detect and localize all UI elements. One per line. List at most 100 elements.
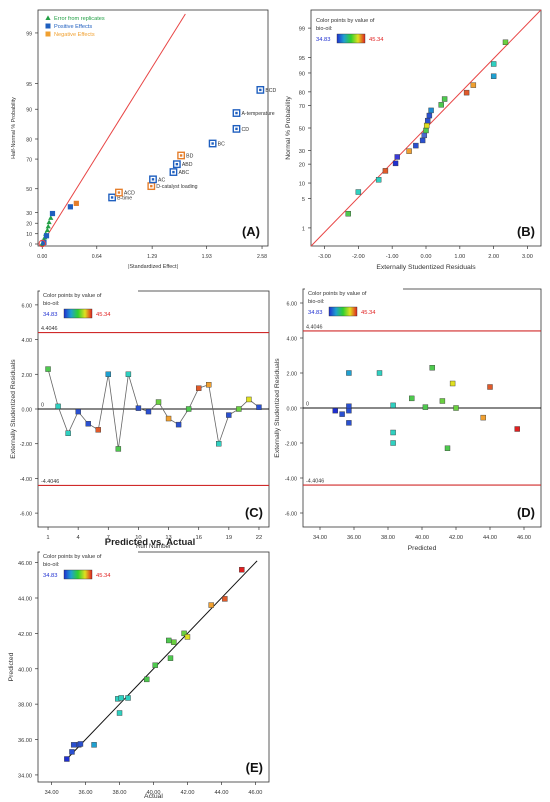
panel-a-y-tick-label: 70 — [26, 158, 32, 164]
panel-d-panel-label: (D) — [517, 505, 535, 520]
panel-c: 1 4 7 10 13 16 19 22 -6.00 -4.00 -2.00 0.00 2.00 4.00… — [10, 289, 270, 550]
panel-d-x-tick-label: 46.00 — [517, 535, 531, 541]
panel-d-colorbar-gradient — [328, 306, 358, 317]
panel-e-point — [222, 596, 228, 602]
panel-a-point-label: D-catalyst loading — [156, 184, 197, 190]
panel-a-point-positive — [43, 233, 50, 239]
panel-a-point-error — [46, 219, 52, 225]
panel-e-point — [239, 566, 245, 573]
panel-a-legend-marker — [45, 23, 51, 29]
panel-c-point — [105, 371, 112, 377]
panel-a-point-core — [110, 196, 114, 199]
panel-b-panel-label: (B) — [517, 224, 535, 239]
panel-c-point — [175, 421, 182, 428]
panel-b-point — [423, 127, 429, 134]
panel-e-colorbar-gradient — [63, 569, 93, 580]
panel-b-y-tick-label: 1 — [302, 226, 305, 232]
panel-c-x-tick-label: 13 — [165, 535, 171, 541]
panel-a-point-core — [117, 191, 121, 194]
panel-b-y-tick-label: 95 — [299, 56, 305, 62]
panel-d-point — [339, 411, 345, 417]
panel-d-point — [422, 404, 429, 410]
panel-c-x-tick-label: 22 — [256, 535, 262, 541]
panel-d-colorbar-min: 34.83 — [308, 310, 323, 316]
panel-d-point — [439, 398, 446, 404]
panel-c-y-tick-label: 6.00 — [22, 303, 33, 309]
panel-a-legend-label: Error from replicates — [54, 16, 105, 22]
panel-e-point — [70, 742, 77, 748]
panel-e-x-axis-label: Actual — [144, 793, 163, 800]
panel-c-y-tick-label: -6.00 — [20, 512, 32, 518]
panel-a-point-label: AC — [158, 177, 165, 183]
panel-a-point-core — [175, 162, 179, 166]
panel-e-point — [171, 639, 177, 645]
panel-a-point-label: BC — [218, 142, 225, 148]
panel-e-point — [184, 634, 191, 640]
panel-a-point-core — [235, 111, 238, 115]
panel-b-point — [463, 89, 470, 96]
panel-b-point — [423, 122, 430, 129]
panel-a-legend-marker — [45, 31, 51, 37]
panel-e-point — [125, 695, 131, 701]
panel-c-colorbar-subtitle: bio-oil: — [43, 301, 60, 307]
panel-b-y-tick-label: 30 — [299, 149, 305, 155]
panel-e-point — [167, 655, 174, 661]
panel-e-title: Predicted vs. Actual — [105, 537, 195, 548]
panel-e-colorbar-min: 34.83 — [43, 573, 58, 579]
panel-e-y-axis-label: Predicted — [8, 652, 15, 681]
panel-d-y-tick-label: -6.00 — [285, 512, 297, 518]
panel-b-y-tick-label: 70 — [299, 104, 305, 110]
panel-c-reference-label: -4.4046 — [41, 479, 59, 485]
panel-c-colorbar-max: 45.34 — [96, 312, 111, 318]
panel-a-point-core — [259, 88, 262, 92]
panel-c-y-tick-label: 2.00 — [22, 373, 33, 379]
panel-c-reference-label: 4.4046 — [41, 326, 58, 332]
panel-d-point — [429, 365, 435, 371]
panel-b-y-tick-label: 10 — [299, 182, 305, 188]
panel-a-point-positive — [67, 204, 73, 210]
panel-a-point-label: ABC — [178, 170, 189, 176]
panel-d-point — [409, 395, 415, 402]
panel-b-point — [426, 112, 433, 119]
panel-d-x-tick-label: 38.00 — [381, 535, 395, 541]
panel-a-x-axis-label: |Standardized Effect| — [128, 264, 178, 270]
panel-b-y-tick-label: 80 — [299, 90, 305, 96]
panel-c-point — [256, 404, 262, 410]
panel-c-y-tick-label: 4.00 — [22, 338, 33, 344]
panel-a-point-positive — [41, 239, 47, 246]
panel-c-series-line — [47, 368, 260, 449]
panel-d-point — [332, 407, 338, 414]
panel-c-point — [185, 406, 192, 412]
panel-b-y-tick-label: 90 — [299, 71, 305, 77]
panel-c-point — [45, 366, 51, 372]
panel-e-point — [77, 741, 84, 747]
panel-c-x-tick-label: 19 — [226, 535, 232, 541]
panel-b-point — [421, 132, 428, 139]
panel-c-y-tick-label: 0.00 — [22, 408, 33, 414]
panel-a-panel-label: (A) — [242, 224, 260, 239]
panel-b-x-tick-label: 1.00 — [454, 254, 465, 260]
panel-c-point — [195, 385, 202, 391]
panel-d-point — [390, 402, 396, 409]
panel-e-y-tick-label: 42.00 — [18, 632, 32, 638]
panel-d-x-tick-label: 44.00 — [483, 535, 497, 541]
panel-a-y-tick-label: 99 — [26, 31, 32, 37]
panel-a-point-error — [44, 227, 50, 233]
panel-e-colorbar-subtitle: bio-oil: — [43, 562, 60, 568]
panel-b-colorbar-subtitle: bio-oil: — [316, 26, 333, 32]
panel-c-reference-label: 0 — [41, 403, 44, 409]
panel-b-colorbar-gradient — [336, 33, 366, 44]
panel-a-x-tick-label: 1.29 — [147, 254, 157, 260]
panel-e-point — [144, 676, 150, 683]
panel-b-x-tick-label: -3.00 — [318, 254, 331, 260]
panel-a-legend-label: Negative Effects — [54, 32, 95, 38]
panel-b-point — [502, 39, 509, 46]
panel-c-point — [115, 446, 122, 452]
panel-b-point — [438, 102, 444, 108]
panel-e: Predicted vs. Actual 34.00 36.00 38.00 40.00… — [8, 537, 270, 800]
panel-b-point — [406, 148, 412, 154]
panel-e-y-tick-label: 38.00 — [18, 703, 32, 709]
panel-c-point — [155, 399, 162, 405]
panel-d-point — [390, 429, 396, 436]
panel-d-point — [480, 414, 486, 421]
